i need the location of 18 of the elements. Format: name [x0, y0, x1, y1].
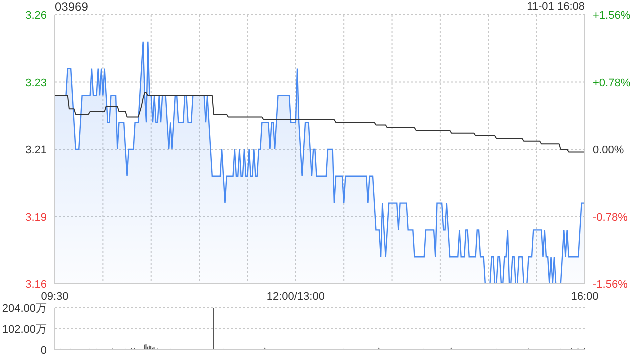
y-tick-label: 3.16: [26, 279, 47, 291]
chart-title: 03969: [55, 0, 88, 14]
x-tick-label: 12:00/13:00: [266, 290, 325, 303]
y-tick-label: 3.21: [26, 144, 47, 156]
x-tick-label: 16:00: [571, 290, 599, 303]
y-tick-label: 3.26: [26, 10, 47, 22]
y2-tick-label: +1.56%: [593, 10, 631, 22]
y2-tick-label: +0.78%: [593, 77, 631, 90]
y2-tick-label: -0.78%: [593, 212, 628, 224]
y-tick-label: 204.00万: [2, 303, 47, 315]
y-tick-label: 0: [40, 345, 47, 357]
x-tick-label: 09:30: [41, 290, 69, 303]
y2-tick-label: 0.00%: [593, 144, 624, 156]
text: 11-01 16:08: [527, 0, 585, 14]
y2-tick-label: -1.56%: [593, 279, 628, 291]
y-tick-label: 3.19: [26, 212, 47, 224]
y-tick-label: 3.23: [26, 77, 47, 90]
y-tick-label: 102.00万: [2, 324, 47, 336]
